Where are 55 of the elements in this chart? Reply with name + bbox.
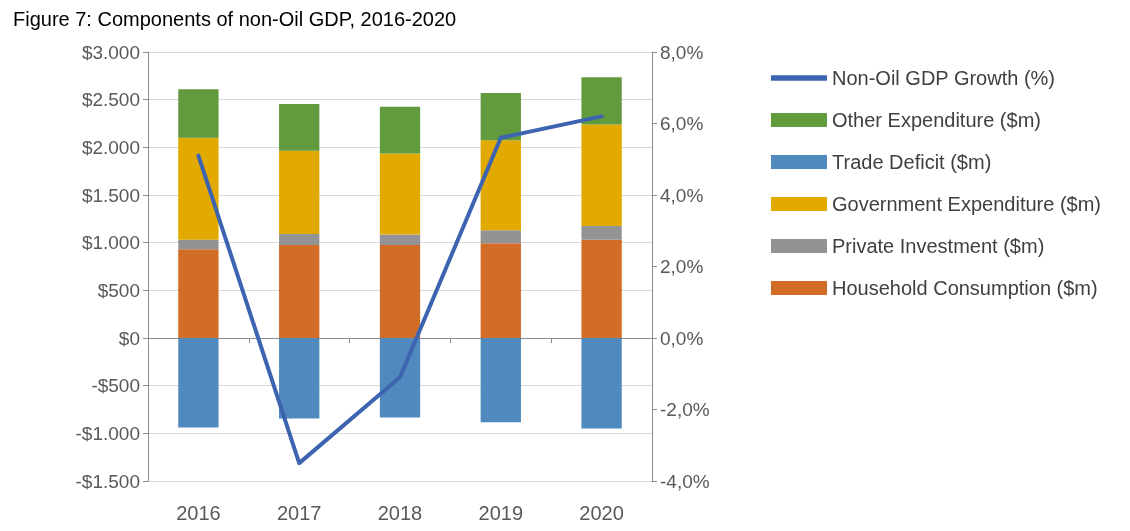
bar — [379, 153, 421, 235]
y-tick-label: $2.000 — [81, 136, 140, 158]
y2-tick-label: 2,0% — [660, 256, 704, 277]
x-tick-label: 2020 — [579, 502, 624, 524]
bar — [480, 140, 521, 231]
bar — [279, 150, 320, 235]
bar — [379, 234, 421, 246]
y-tick-label: -$1.500 — [75, 470, 140, 492]
y-tick-label: $3.000 — [81, 41, 140, 63]
bar — [279, 103, 320, 151]
y-tick-label: $0 — [118, 327, 140, 349]
bar — [379, 106, 421, 154]
bar — [581, 77, 622, 125]
y2-tick-label: 0,0% — [660, 327, 704, 349]
bar — [581, 225, 622, 240]
bar — [581, 124, 622, 226]
y-tick-label: $1.000 — [81, 232, 140, 254]
bar — [581, 338, 622, 429]
legend-label: Trade Deficit ($m) — [832, 151, 992, 173]
y-tick-label: $500 — [97, 279, 140, 301]
bar — [379, 338, 421, 418]
bar — [178, 137, 219, 240]
y2-tick-label: 6,0% — [660, 113, 704, 134]
y2-tick-label: -2,0% — [660, 399, 710, 420]
y2-tick-label: 4,0% — [660, 184, 704, 206]
bar — [480, 338, 521, 423]
y-tick-label: $1.500 — [81, 184, 140, 206]
bar — [178, 249, 219, 338]
bar — [480, 230, 521, 244]
bar — [178, 89, 219, 138]
x-tick-label: 2018 — [377, 502, 423, 524]
bar — [279, 234, 320, 246]
y2-tick-label: -4,0% — [660, 470, 710, 492]
bar — [279, 245, 320, 338]
line-series — [196, 114, 604, 466]
bar — [480, 243, 521, 338]
y-tick-label: $2.500 — [81, 89, 140, 111]
y-tick-label: -$500 — [91, 375, 140, 397]
legend-label: Household Consumption ($m) — [832, 277, 1098, 299]
legend-label: Other Expenditure ($m) — [832, 109, 1041, 131]
x-tick-label: 2017 — [276, 502, 322, 524]
x-tick-label: 2016 — [176, 502, 221, 524]
bar — [279, 338, 320, 419]
y2-tick-label: 8,0% — [660, 41, 704, 63]
legend-label: Non-Oil GDP Growth (%) — [832, 67, 1056, 89]
bar — [178, 338, 219, 428]
bar — [379, 245, 421, 338]
x-tick-label: 2019 — [478, 502, 524, 524]
bar — [581, 239, 622, 338]
chart-title: Figure 7: Components of non-Oil GDP, 2016-2020 — [13, 8, 457, 30]
y-tick-label: -$1.000 — [75, 422, 140, 444]
legend-label: Private Investment ($m) — [832, 235, 1045, 257]
bar — [480, 92, 521, 141]
bar — [178, 239, 219, 250]
legend-label: Government Expenditure ($m) — [832, 193, 1102, 215]
